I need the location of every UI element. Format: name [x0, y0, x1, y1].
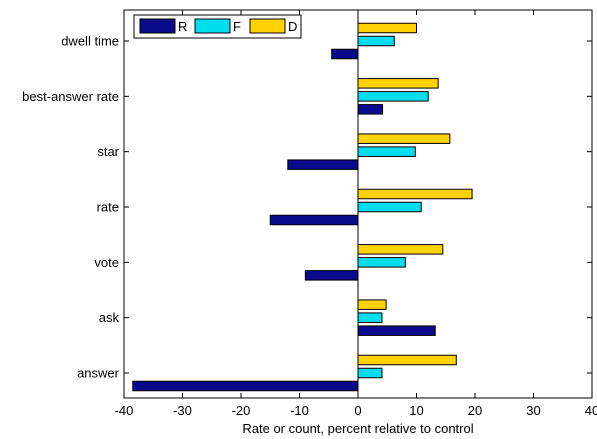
y-category-label: ask	[99, 310, 120, 325]
y-category-label: vote	[94, 255, 119, 270]
bars-group	[132, 22, 473, 392]
bar-f-ask	[357, 312, 383, 323]
x-tick-label: 40	[585, 403, 597, 418]
bar-f-star	[357, 146, 416, 157]
bar-r-rate	[269, 214, 359, 226]
bar-r-dwell-time	[331, 48, 359, 60]
x-axis-ticks: -40 -30 -20 -10 0 10 20 30 40	[115, 10, 597, 418]
bar-r-best-answer-rate	[357, 104, 384, 115]
bar-d-dwell-time	[357, 22, 417, 34]
bar-f-best-answer-rate	[357, 91, 429, 102]
legend-label-f: F	[233, 19, 241, 34]
bar-d-rate	[357, 188, 473, 200]
x-tick-label: -40	[115, 403, 134, 418]
x-axis-label: Rate or count, percent relative to contr…	[242, 421, 473, 436]
bar-f-rate	[357, 201, 422, 213]
x-tick-label: 30	[526, 403, 540, 418]
x-tick-label: -30	[173, 403, 192, 418]
legend-swatch-f	[194, 18, 231, 34]
legend-swatch-d	[249, 18, 286, 34]
bar-r-ask	[357, 325, 436, 336]
bar-d-ask	[357, 299, 387, 310]
y-category-label: star	[97, 144, 119, 159]
y-category-label: dwell time	[61, 34, 119, 49]
y-category-label: best-answer rate	[22, 89, 119, 104]
bar-f-dwell-time	[357, 35, 395, 47]
bar-r-answer	[132, 380, 359, 392]
bar-d-star	[357, 133, 451, 144]
bar-d-vote	[357, 244, 444, 255]
y-category-label: answer	[77, 366, 120, 381]
x-tick-label: -10	[290, 403, 309, 418]
bar-d-answer	[357, 354, 457, 366]
legend-swatch-r	[139, 18, 176, 34]
bar-f-vote	[357, 257, 406, 268]
legend-label-r: R	[178, 19, 187, 34]
legend-label-d: D	[288, 19, 297, 34]
x-tick-label: 0	[354, 403, 361, 418]
bar-f-answer	[357, 367, 383, 379]
x-tick-label: 20	[468, 403, 482, 418]
bar-r-star	[287, 159, 359, 170]
bar-d-best-answer-rate	[357, 78, 439, 89]
bar-r-vote	[304, 270, 359, 281]
x-tick-label: 10	[409, 403, 423, 418]
y-category-label: rate	[97, 200, 119, 215]
x-tick-label: -20	[232, 403, 251, 418]
y-axis-category-labels: dwell time best-answer rate star rate vote as…	[22, 34, 592, 381]
